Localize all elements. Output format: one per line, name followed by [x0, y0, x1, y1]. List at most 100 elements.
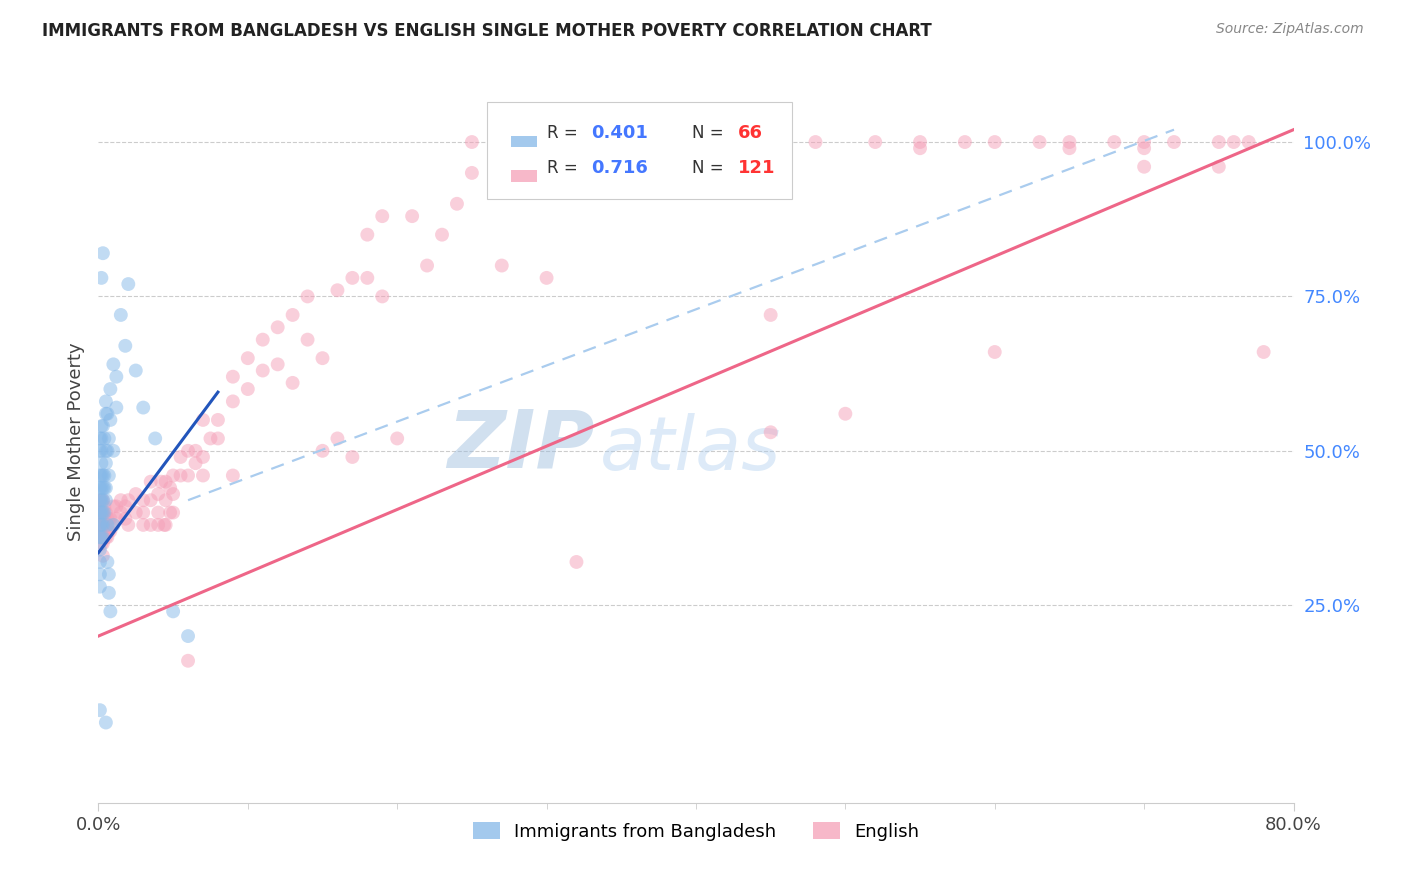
Point — [90, 524, 112, 538]
Point — [98, 512, 122, 526]
Point — [685, 135, 707, 149]
Point — [96, 555, 118, 569]
Point — [139, 493, 162, 508]
Point — [125, 487, 148, 501]
Point — [132, 493, 155, 508]
Point — [103, 500, 125, 514]
Point — [103, 517, 125, 532]
Point — [94, 394, 117, 409]
Point — [714, 135, 737, 149]
Point — [94, 715, 117, 730]
Point — [385, 432, 409, 446]
Point — [326, 432, 349, 446]
Point — [89, 493, 111, 508]
Point — [91, 481, 114, 495]
Point — [89, 555, 111, 569]
Text: 0.716: 0.716 — [591, 159, 648, 177]
Point — [908, 141, 931, 155]
Point — [491, 259, 513, 273]
Point — [356, 271, 378, 285]
Point — [91, 530, 114, 544]
Point — [94, 506, 117, 520]
Point — [96, 443, 118, 458]
Point — [159, 481, 181, 495]
Point — [97, 512, 120, 526]
Point — [91, 493, 114, 508]
Point — [90, 530, 112, 544]
Point — [148, 487, 170, 501]
Point — [91, 246, 114, 260]
Point — [169, 450, 191, 464]
Point — [139, 517, 162, 532]
Point — [93, 512, 115, 526]
Point — [281, 376, 304, 390]
Point — [89, 493, 111, 508]
Point — [200, 432, 222, 446]
Point — [565, 555, 588, 569]
Point — [311, 351, 333, 366]
Point — [759, 425, 782, 440]
Point — [207, 413, 229, 427]
Point — [446, 196, 468, 211]
Point — [685, 160, 707, 174]
Point — [105, 369, 128, 384]
Point — [236, 382, 259, 396]
Point — [90, 493, 112, 508]
Point — [89, 468, 111, 483]
Point — [89, 506, 111, 520]
Point — [114, 500, 136, 514]
Point — [159, 506, 181, 520]
Point — [281, 308, 304, 322]
Point — [252, 333, 274, 347]
Point — [252, 363, 274, 377]
Point — [117, 517, 139, 532]
Point — [89, 530, 111, 544]
Point — [93, 506, 115, 520]
Point — [162, 468, 184, 483]
Point — [191, 468, 214, 483]
Point — [162, 604, 184, 618]
Point — [96, 512, 118, 526]
Point — [90, 493, 112, 508]
Point — [117, 493, 139, 508]
Point — [91, 419, 114, 434]
Point — [97, 432, 120, 446]
Point — [1163, 135, 1185, 149]
Point — [96, 524, 118, 538]
Text: IMMIGRANTS FROM BANGLADESH VS ENGLISH SINGLE MOTHER POVERTY CORRELATION CHART: IMMIGRANTS FROM BANGLADESH VS ENGLISH SI… — [42, 22, 932, 40]
Point — [222, 468, 245, 483]
FancyBboxPatch shape — [510, 136, 537, 147]
Point — [461, 135, 484, 149]
Point — [103, 357, 125, 371]
Point — [1237, 135, 1260, 149]
Point — [155, 493, 177, 508]
Point — [865, 135, 887, 149]
Point — [177, 654, 200, 668]
Point — [162, 506, 184, 520]
Point — [91, 517, 114, 532]
Point — [132, 506, 155, 520]
Point — [461, 166, 484, 180]
Point — [150, 475, 173, 489]
FancyBboxPatch shape — [486, 102, 792, 200]
Point — [184, 456, 207, 470]
Point — [155, 517, 177, 532]
Point — [236, 351, 259, 366]
Point — [153, 517, 176, 532]
Point — [90, 481, 112, 495]
Point — [93, 481, 115, 495]
Point — [655, 135, 678, 149]
Point — [536, 271, 558, 285]
Point — [98, 604, 122, 618]
Point — [89, 443, 111, 458]
Point — [90, 506, 112, 520]
Point — [430, 227, 453, 242]
Point — [297, 289, 319, 303]
Point — [155, 475, 177, 489]
Point — [91, 506, 114, 520]
Point — [98, 382, 122, 396]
Point — [93, 432, 115, 446]
Point — [105, 500, 128, 514]
Point — [94, 530, 117, 544]
Point — [1223, 135, 1246, 149]
